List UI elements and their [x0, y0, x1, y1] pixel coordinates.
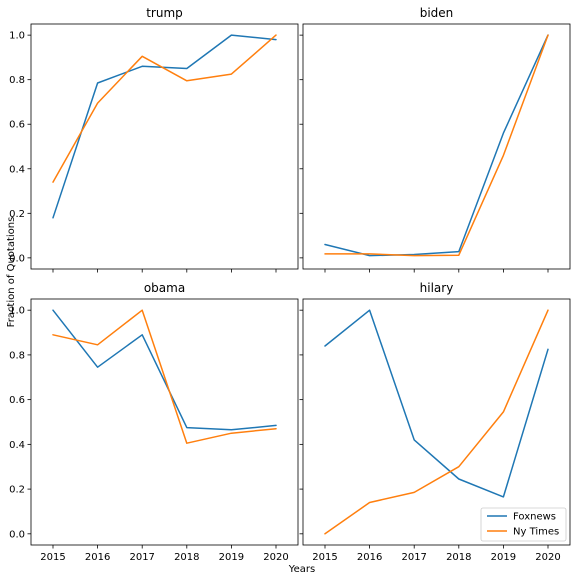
x-tick-label: 2019: [219, 552, 244, 563]
y-tick-label: 0.4: [9, 164, 25, 175]
y-tick-label: 0.0: [9, 253, 25, 264]
series-ny-times: [52, 309, 277, 444]
x-tick-label: 2016: [357, 552, 382, 563]
panel-obama: obama 2015 2016 2017 2018 2019 2020 0.0 0.2 0.4 0.…: [9, 281, 299, 563]
series-line: [324, 309, 549, 535]
x-tick-label: 2018: [174, 552, 199, 563]
series-line: [52, 309, 277, 444]
panel-title: trump: [146, 6, 183, 20]
y-tick-label: 1.0: [9, 306, 25, 317]
series-foxnews: [52, 309, 277, 431]
panel-frame: [30, 23, 299, 270]
x-tick-label: 2015: [312, 552, 337, 563]
y-tick-label: 0.6: [9, 395, 25, 406]
panel-hilary: hilary 2015 2016 2017 2018 2019 2020: [299, 281, 571, 563]
x-tick-label: 2015: [40, 552, 65, 563]
x-tick-label: 2017: [401, 552, 426, 563]
series-line: [324, 34, 549, 257]
x-tick-label: 2020: [263, 552, 288, 563]
series-line: [52, 309, 277, 431]
panel-frame: [302, 23, 571, 270]
series-foxnews: [324, 309, 549, 498]
legend: Foxnews Ny Times: [480, 507, 567, 542]
legend-entry: Ny Times: [513, 527, 559, 538]
y-tick-label: 0.4: [9, 440, 25, 451]
series-ny-times: [324, 34, 549, 257]
legend-entry: Foxnews: [513, 512, 556, 523]
x-tick-label: 2019: [491, 552, 516, 563]
panel-frame: [30, 298, 299, 546]
y-tick-label: 0.8: [9, 350, 25, 361]
series-foxnews: [52, 34, 277, 219]
y-tick-label: 0.6: [9, 120, 25, 131]
y-tick-label: 0.2: [9, 209, 25, 220]
panel-biden: biden: [299, 6, 571, 273]
panel-title: biden: [420, 6, 454, 20]
panels-group: trump 0.0 0.2 0.4 0.6 0.8 1.0 biden obama 2015 201…: [9, 6, 571, 563]
panel-trump: trump 0.0 0.2 0.4 0.6 0.8 1.0: [9, 6, 299, 273]
x-axis-label: Years: [288, 564, 315, 575]
x-tick-label: 2017: [129, 552, 154, 563]
y-tick-label: 0.0: [9, 529, 25, 540]
y-tick-label: 1.0: [9, 31, 25, 42]
x-tick-label: 2016: [85, 552, 110, 563]
y-tick-label: 0.8: [9, 75, 25, 86]
panel-title: obama: [144, 281, 185, 295]
panel-frame: [302, 298, 571, 546]
y-axis-label: Fraction of Quotations: [6, 217, 17, 328]
panel-title: hilary: [420, 281, 454, 295]
series-line: [52, 34, 277, 183]
series-ny-times: [52, 34, 277, 183]
series-line: [324, 34, 549, 257]
series-foxnews: [324, 34, 549, 257]
series-line: [52, 34, 277, 219]
series-line: [324, 309, 549, 498]
series-ny-times: [324, 309, 549, 535]
y-tick-label: 0.2: [9, 485, 25, 496]
x-tick-label: 2020: [535, 552, 560, 563]
x-tick-label: 2018: [446, 552, 471, 563]
